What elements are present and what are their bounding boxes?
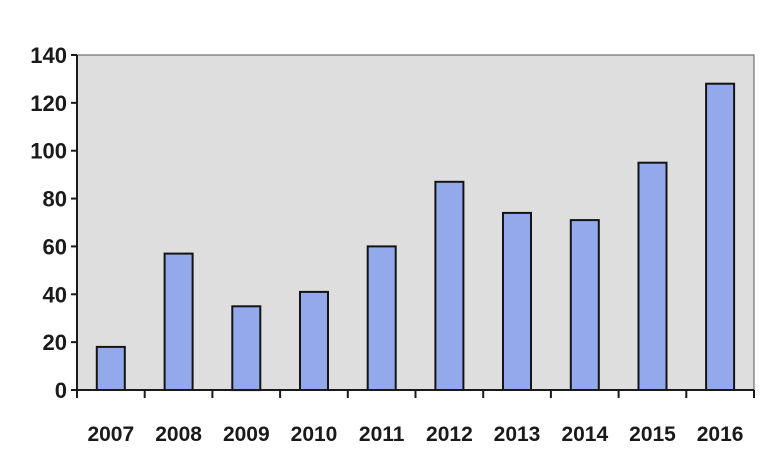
x-tick-label-2012: 2012 (426, 423, 473, 446)
bar-2015 (637, 161, 668, 391)
x-tick-label-2014: 2014 (561, 423, 608, 446)
x-tick-label-2009: 2009 (223, 423, 270, 446)
bar-2013 (502, 211, 532, 391)
bar-2009 (231, 305, 262, 392)
x-tick-label-2013: 2013 (494, 423, 541, 446)
x-axis: 2007 2008 2009 2010 2011 2012 2013 2014 2015 2016 (76, 389, 755, 446)
bar-2010 (299, 290, 329, 391)
y-tick-label: 40 (43, 282, 67, 307)
y-tick-label: 80 (43, 187, 67, 212)
y-tick-label: 100 (30, 139, 67, 164)
bar-2011 (366, 245, 397, 391)
x-tick-label-2016: 2016 (697, 423, 744, 446)
bar-2012 (434, 180, 465, 391)
y-tick-label: 20 (43, 330, 67, 355)
y-tick-label: 0 (55, 378, 67, 403)
y-tick-label: 60 (43, 234, 67, 259)
y-tick-label: 140 (30, 43, 67, 68)
bar-2008 (163, 252, 194, 391)
bar-2014 (569, 219, 600, 391)
x-tick-label-2007: 2007 (87, 423, 134, 446)
bars-group (95, 82, 736, 392)
bar-2016 (705, 82, 736, 391)
x-tick-label-2010: 2010 (291, 423, 338, 446)
y-axis: 0 20 40 60 80 100 120 140 (30, 43, 78, 403)
y-tick-label: 120 (30, 91, 67, 116)
bar-2007 (95, 345, 126, 391)
x-tick-label-2008: 2008 (155, 423, 202, 446)
x-tick-label-2011: 2011 (359, 423, 405, 446)
x-tick-label-2015: 2015 (629, 423, 676, 446)
